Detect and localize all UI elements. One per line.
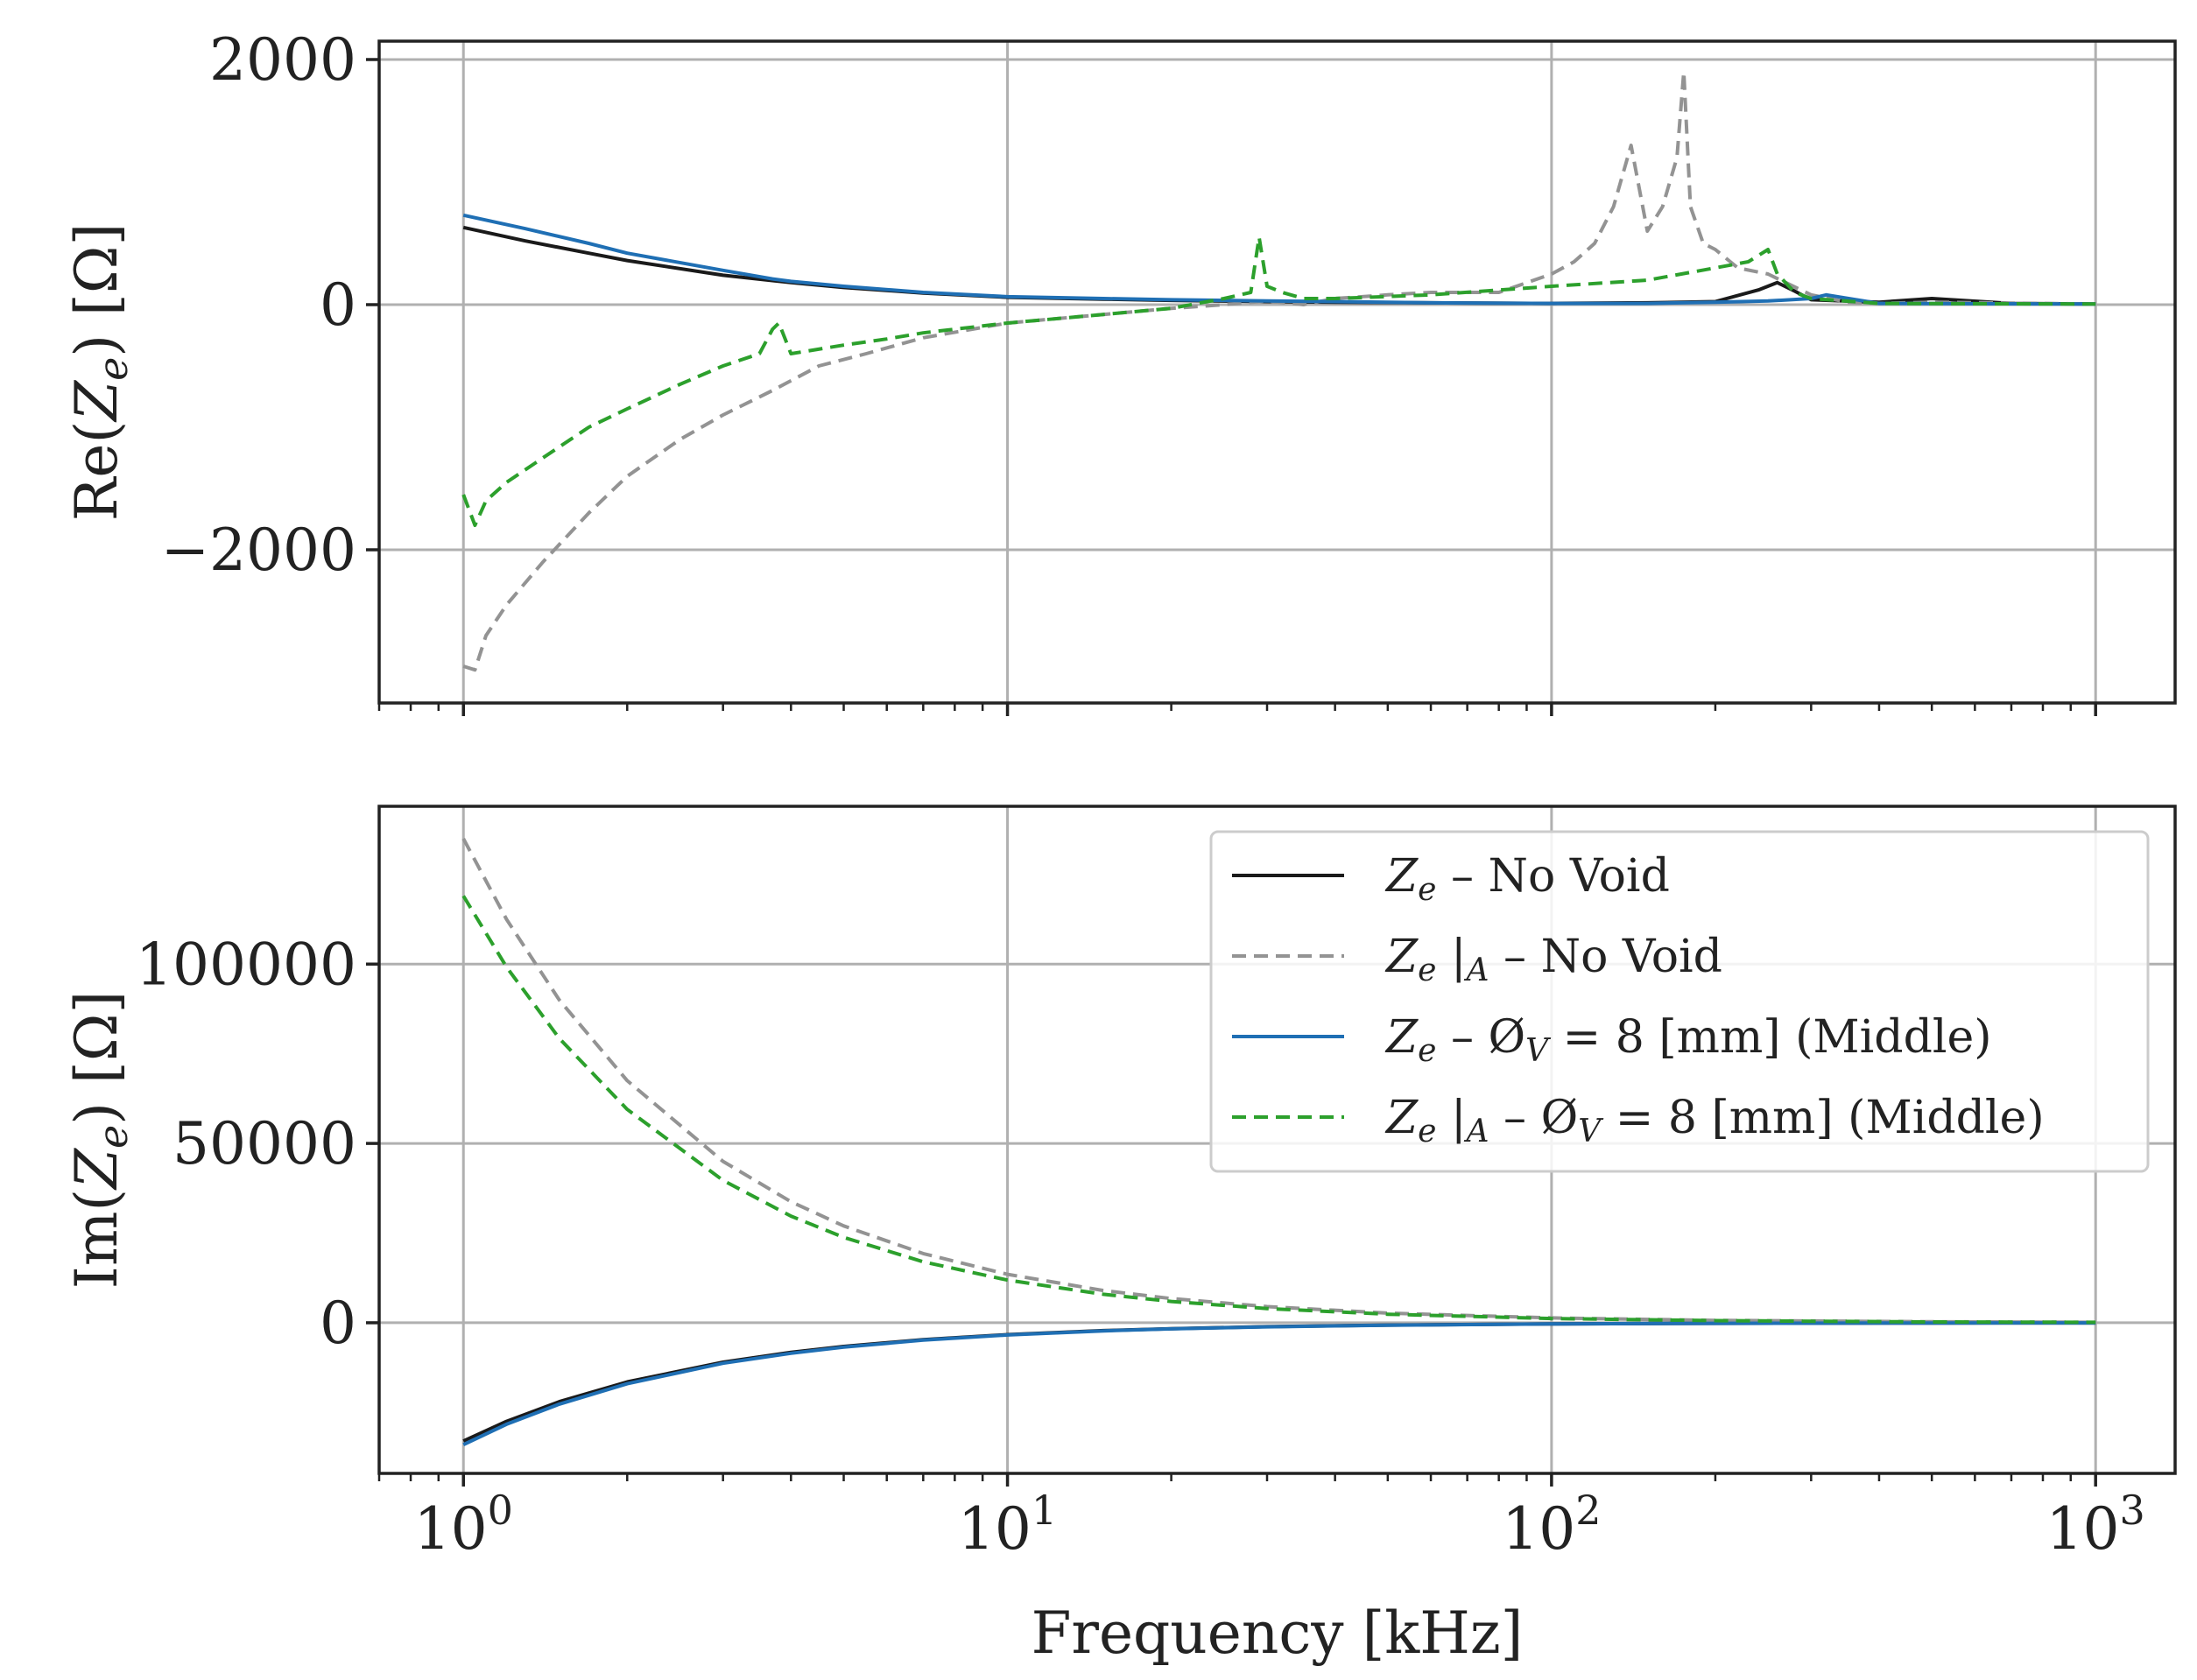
y-tick-label: 2000: [209, 26, 356, 94]
legend: Ze – No Void Ze |A – No Void Ze – ØV = 8 […: [1209, 830, 2150, 1173]
axes-frame: [377, 39, 2177, 705]
series-line-Ze_A_no_void: [461, 837, 2096, 1325]
legend-label: Ze – ØV = 8 [mm] (Middle): [1384, 1011, 1992, 1069]
legend-label: Ze – No Void: [1384, 850, 1670, 908]
y-tick-label: −2000: [161, 517, 356, 584]
x-axis-label: Frequency [kHz]: [1032, 1599, 1524, 1667]
axes-frame: [377, 805, 2177, 1475]
x-tick-label: 100: [414, 1487, 513, 1563]
series-line-Ze_A_void_8mm: [461, 895, 2096, 1325]
legend-box: [1209, 830, 2150, 1173]
series-line-Ze_A_void_8mm: [461, 235, 2096, 527]
y-tick-label: 0: [320, 271, 356, 339]
x-tick-label: 101: [958, 1487, 1057, 1563]
legend-label: Ze |A – No Void: [1384, 931, 1722, 988]
x-tick-label: 103: [2046, 1487, 2145, 1563]
y-axis-label: Im(Ze) [Ω]: [63, 991, 137, 1289]
series-line-Ze_no_void: [462, 1321, 2096, 1443]
y-axis-label: Re(Ze) [Ω]: [63, 223, 137, 522]
y-tick-label: 50000: [173, 1110, 356, 1177]
series-line-Ze_A_no_void: [462, 70, 2096, 672]
im-impedance-panel: 100 101 102 103 100000 50000 0 Im(Ze) [Ω] Freque…: [63, 805, 2177, 1667]
y-tick-label: 0: [320, 1290, 356, 1357]
series-line-Ze_void_8mm: [462, 1321, 2096, 1447]
re-impedance-panel: 2000 0 −2000 Re(Ze) [Ω]: [63, 26, 2177, 716]
y-tick-label: 100000: [136, 931, 356, 998]
series-line-Ze_void_8mm: [462, 213, 2096, 306]
legend-label: Ze |A – ØV = 8 [mm] (Middle): [1384, 1092, 2045, 1149]
series-line-Ze_no_void: [462, 225, 2096, 306]
x-tick-label: 102: [1502, 1487, 1601, 1563]
